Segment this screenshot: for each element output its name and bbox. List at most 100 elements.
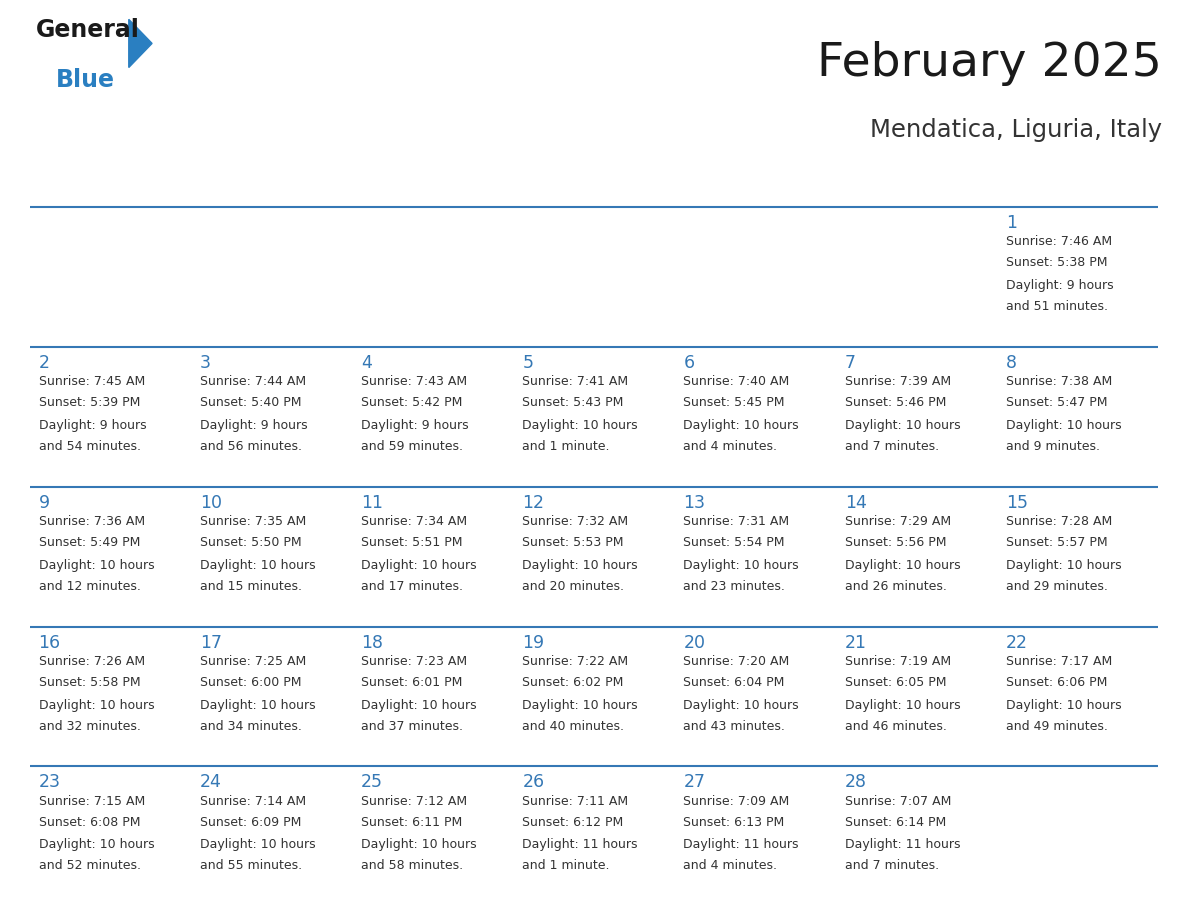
Text: 22: 22	[1006, 633, 1028, 652]
Text: and 23 minutes.: and 23 minutes.	[683, 579, 785, 593]
Text: 6: 6	[683, 353, 695, 372]
Text: Daylight: 10 hours: Daylight: 10 hours	[523, 419, 638, 431]
Text: Sunset: 5:39 PM: Sunset: 5:39 PM	[38, 397, 140, 409]
Text: and 59 minutes.: and 59 minutes.	[361, 440, 463, 453]
Text: 4: 4	[361, 353, 372, 372]
Text: 19: 19	[523, 633, 544, 652]
Text: Sunrise: 7:43 AM: Sunrise: 7:43 AM	[361, 375, 467, 388]
Text: Sunset: 5:42 PM: Sunset: 5:42 PM	[361, 397, 462, 409]
Text: 16: 16	[38, 633, 61, 652]
Text: and 15 minutes.: and 15 minutes.	[200, 579, 302, 593]
Text: Daylight: 10 hours: Daylight: 10 hours	[845, 419, 960, 431]
Text: and 54 minutes.: and 54 minutes.	[38, 440, 140, 453]
Text: Sunset: 6:05 PM: Sunset: 6:05 PM	[845, 677, 946, 689]
Text: Sunset: 5:50 PM: Sunset: 5:50 PM	[200, 536, 302, 549]
Text: Sunrise: 7:36 AM: Sunrise: 7:36 AM	[38, 515, 145, 528]
Text: Sunset: 5:49 PM: Sunset: 5:49 PM	[38, 536, 140, 549]
Text: 11: 11	[361, 494, 383, 511]
Text: Sunset: 6:04 PM: Sunset: 6:04 PM	[683, 677, 785, 689]
Text: Sunrise: 7:12 AM: Sunrise: 7:12 AM	[361, 795, 467, 808]
Text: Sunrise: 7:32 AM: Sunrise: 7:32 AM	[523, 515, 628, 528]
Text: Sunrise: 7:11 AM: Sunrise: 7:11 AM	[523, 795, 628, 808]
Text: 20: 20	[683, 633, 706, 652]
Text: and 9 minutes.: and 9 minutes.	[1006, 440, 1100, 453]
Text: Daylight: 10 hours: Daylight: 10 hours	[361, 838, 476, 852]
Text: Sunrise: 7:45 AM: Sunrise: 7:45 AM	[38, 375, 145, 388]
Text: 18: 18	[361, 633, 383, 652]
Text: Sunset: 6:02 PM: Sunset: 6:02 PM	[523, 677, 624, 689]
Text: Sunrise: 7:14 AM: Sunrise: 7:14 AM	[200, 795, 307, 808]
Text: Friday: Friday	[845, 171, 893, 185]
Text: Daylight: 10 hours: Daylight: 10 hours	[1006, 419, 1121, 431]
Text: Daylight: 10 hours: Daylight: 10 hours	[1006, 699, 1121, 711]
Text: and 56 minutes.: and 56 minutes.	[200, 440, 302, 453]
Text: Sunrise: 7:31 AM: Sunrise: 7:31 AM	[683, 515, 790, 528]
Text: 7: 7	[845, 353, 855, 372]
Text: 24: 24	[200, 774, 222, 791]
Text: Sunday: Sunday	[38, 171, 99, 185]
Text: Sunrise: 7:29 AM: Sunrise: 7:29 AM	[845, 515, 950, 528]
Text: 27: 27	[683, 774, 706, 791]
Text: and 43 minutes.: and 43 minutes.	[683, 720, 785, 733]
Text: 14: 14	[845, 494, 866, 511]
Text: Daylight: 10 hours: Daylight: 10 hours	[200, 838, 316, 852]
Text: 2: 2	[38, 353, 50, 372]
Text: and 12 minutes.: and 12 minutes.	[38, 579, 140, 593]
Text: Thursday: Thursday	[683, 171, 758, 185]
Text: Monday: Monday	[200, 171, 264, 185]
Text: and 1 minute.: and 1 minute.	[523, 440, 609, 453]
Text: Sunrise: 7:22 AM: Sunrise: 7:22 AM	[523, 655, 628, 668]
Text: Sunset: 6:12 PM: Sunset: 6:12 PM	[523, 816, 624, 829]
Text: Sunset: 5:56 PM: Sunset: 5:56 PM	[845, 536, 946, 549]
Text: Daylight: 10 hours: Daylight: 10 hours	[38, 838, 154, 852]
Text: Sunrise: 7:09 AM: Sunrise: 7:09 AM	[683, 795, 790, 808]
Text: 3: 3	[200, 353, 210, 372]
Text: Wednesday: Wednesday	[523, 171, 615, 185]
Text: and 37 minutes.: and 37 minutes.	[361, 720, 463, 733]
Text: and 34 minutes.: and 34 minutes.	[200, 720, 302, 733]
Text: Sunrise: 7:20 AM: Sunrise: 7:20 AM	[683, 655, 790, 668]
Text: and 20 minutes.: and 20 minutes.	[523, 579, 624, 593]
Text: Sunset: 6:09 PM: Sunset: 6:09 PM	[200, 816, 302, 829]
Text: Daylight: 10 hours: Daylight: 10 hours	[523, 699, 638, 711]
Text: Sunset: 6:13 PM: Sunset: 6:13 PM	[683, 816, 785, 829]
Text: and 46 minutes.: and 46 minutes.	[845, 720, 947, 733]
Text: Sunrise: 7:07 AM: Sunrise: 7:07 AM	[845, 795, 952, 808]
Text: and 32 minutes.: and 32 minutes.	[38, 720, 140, 733]
Text: Daylight: 11 hours: Daylight: 11 hours	[683, 838, 800, 852]
Text: Daylight: 10 hours: Daylight: 10 hours	[683, 559, 800, 572]
Text: and 17 minutes.: and 17 minutes.	[361, 579, 463, 593]
Text: and 49 minutes.: and 49 minutes.	[1006, 720, 1108, 733]
Text: Sunrise: 7:15 AM: Sunrise: 7:15 AM	[38, 795, 145, 808]
Text: Daylight: 10 hours: Daylight: 10 hours	[200, 699, 316, 711]
Text: Mendatica, Liguria, Italy: Mendatica, Liguria, Italy	[870, 118, 1162, 141]
Text: Sunrise: 7:40 AM: Sunrise: 7:40 AM	[683, 375, 790, 388]
Text: and 58 minutes.: and 58 minutes.	[361, 859, 463, 872]
Text: Daylight: 10 hours: Daylight: 10 hours	[683, 699, 800, 711]
Text: and 52 minutes.: and 52 minutes.	[38, 859, 140, 872]
Text: Sunset: 5:38 PM: Sunset: 5:38 PM	[1006, 256, 1107, 270]
Text: Sunset: 5:43 PM: Sunset: 5:43 PM	[523, 397, 624, 409]
Text: 9: 9	[38, 494, 50, 511]
Text: Sunset: 6:01 PM: Sunset: 6:01 PM	[361, 677, 462, 689]
Text: Sunset: 5:40 PM: Sunset: 5:40 PM	[200, 397, 302, 409]
Text: Sunrise: 7:23 AM: Sunrise: 7:23 AM	[361, 655, 467, 668]
Text: Sunrise: 7:44 AM: Sunrise: 7:44 AM	[200, 375, 307, 388]
Text: Blue: Blue	[56, 69, 114, 93]
Text: and 55 minutes.: and 55 minutes.	[200, 859, 302, 872]
Text: and 40 minutes.: and 40 minutes.	[523, 720, 624, 733]
Text: and 1 minute.: and 1 minute.	[523, 859, 609, 872]
Text: Sunrise: 7:19 AM: Sunrise: 7:19 AM	[845, 655, 950, 668]
Text: and 4 minutes.: and 4 minutes.	[683, 859, 777, 872]
Text: Sunrise: 7:46 AM: Sunrise: 7:46 AM	[1006, 236, 1112, 249]
Text: 5: 5	[523, 353, 533, 372]
Text: Daylight: 10 hours: Daylight: 10 hours	[683, 419, 800, 431]
Text: Sunset: 6:00 PM: Sunset: 6:00 PM	[200, 677, 302, 689]
Text: Sunset: 5:58 PM: Sunset: 5:58 PM	[38, 677, 140, 689]
Text: Daylight: 9 hours: Daylight: 9 hours	[38, 419, 146, 431]
Text: Sunrise: 7:26 AM: Sunrise: 7:26 AM	[38, 655, 145, 668]
Text: Daylight: 10 hours: Daylight: 10 hours	[38, 559, 154, 572]
Text: Daylight: 10 hours: Daylight: 10 hours	[1006, 559, 1121, 572]
Text: Daylight: 11 hours: Daylight: 11 hours	[845, 838, 960, 852]
Text: and 51 minutes.: and 51 minutes.	[1006, 300, 1108, 313]
